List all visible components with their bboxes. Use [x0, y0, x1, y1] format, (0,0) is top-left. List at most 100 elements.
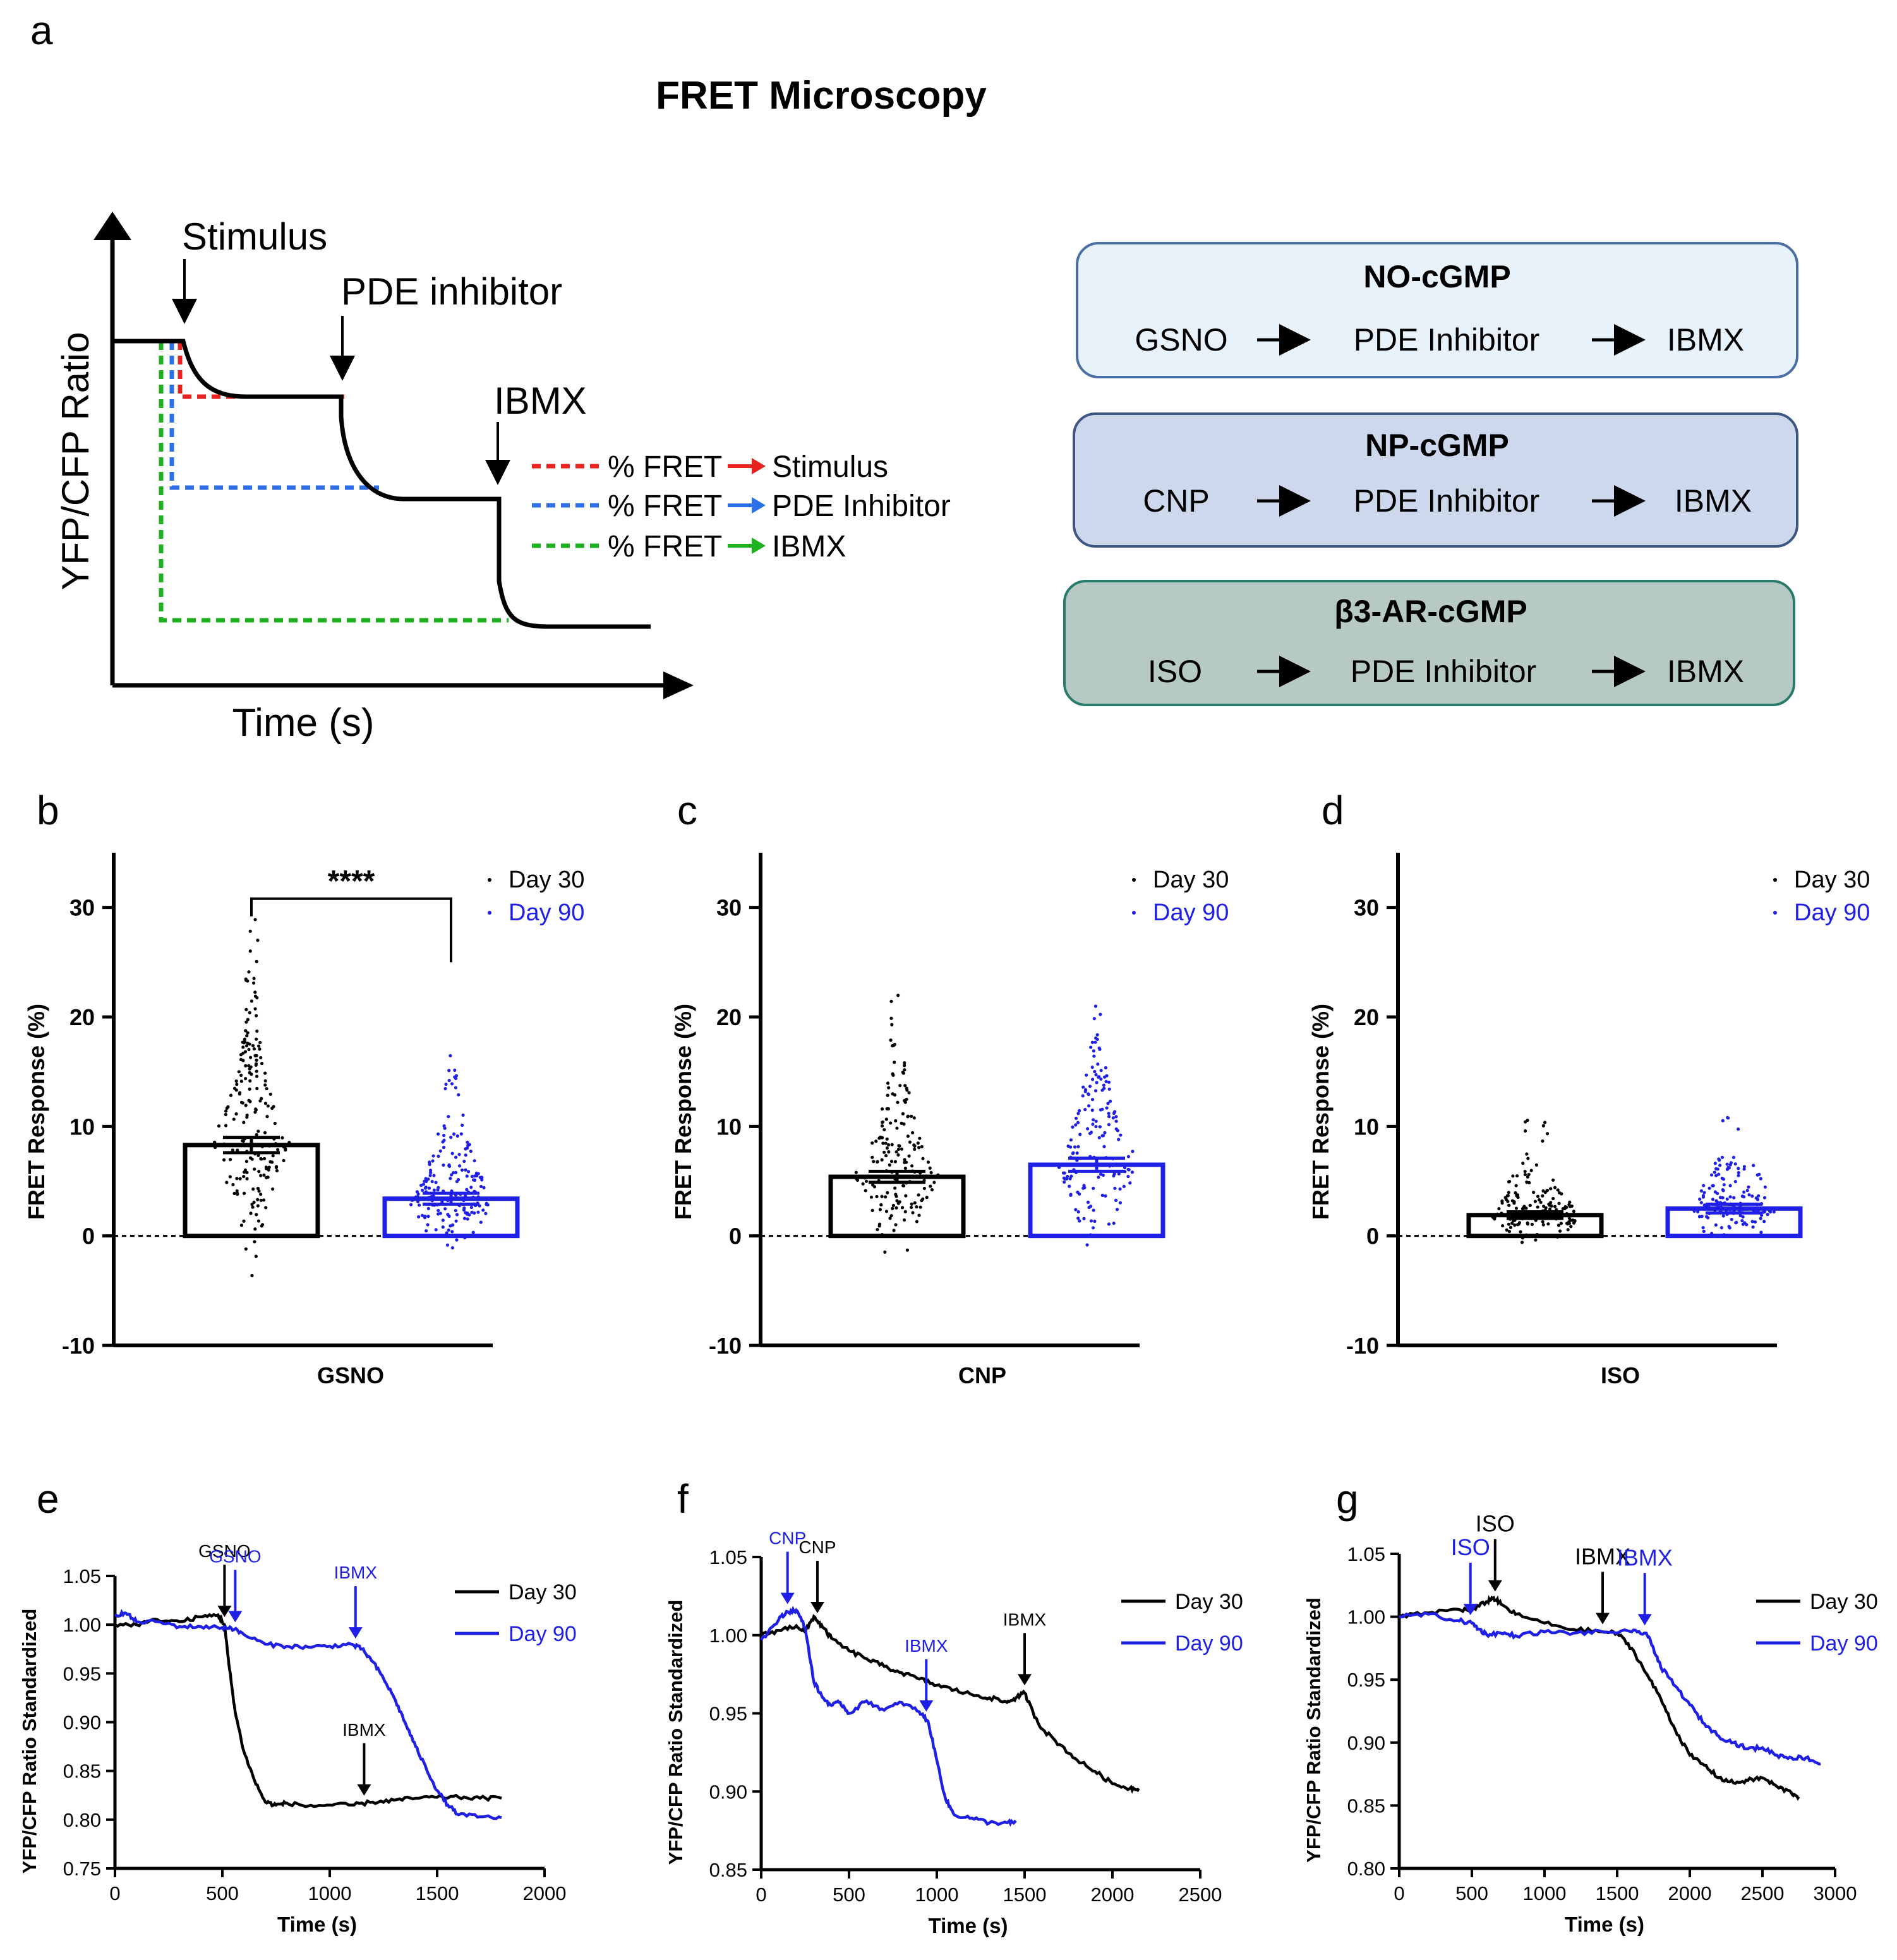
data-point	[1572, 1221, 1576, 1225]
line-chart-e: e 0.75 0.80 0.85 0.90 0.95 1.00 1.05 0 500 1000 150…	[18, 1476, 577, 1936]
data-point	[466, 1140, 469, 1144]
data-points-day-90	[406, 1054, 497, 1250]
data-point	[1543, 1121, 1547, 1124]
data-point	[1076, 1190, 1080, 1194]
data-point	[1107, 1122, 1111, 1127]
data-point	[260, 1061, 264, 1066]
data-point	[889, 1214, 893, 1218]
data-point	[880, 1194, 884, 1198]
protocol-box-beta3-cgmp: β3-AR-cGMP ISO PDE Inhibitor IBMX	[1063, 580, 1795, 706]
data-point	[259, 1174, 263, 1177]
data-point	[473, 1174, 477, 1178]
data-point	[910, 1114, 913, 1118]
data-point	[1772, 1210, 1776, 1214]
data-point	[263, 1079, 267, 1083]
data-point	[229, 1093, 233, 1097]
data-point	[909, 1174, 913, 1179]
data-point	[1556, 1188, 1560, 1192]
data-point	[1721, 1189, 1725, 1193]
data-point	[431, 1159, 435, 1163]
data-point	[920, 1145, 924, 1149]
data-point	[457, 1164, 462, 1168]
data-point	[444, 1082, 448, 1086]
data-point	[880, 1124, 884, 1128]
data-point	[443, 1126, 447, 1130]
schematic-x-label: Time (s)	[232, 701, 375, 745]
protocol-box-no-cgmp: NO-cGMP GSNO PDE Inhibitor IBMX	[1076, 242, 1798, 378]
data-point	[244, 1160, 248, 1163]
data-point	[1118, 1201, 1123, 1205]
data-point	[1515, 1194, 1519, 1198]
data-point	[1699, 1201, 1703, 1205]
data-point	[462, 1159, 466, 1163]
data-point	[1093, 1089, 1098, 1093]
data-point	[1075, 1151, 1079, 1155]
figure-title: FRET Microscopy	[656, 74, 987, 117]
data-point	[465, 1174, 469, 1178]
panel-letter: f	[677, 1476, 689, 1522]
data-point	[268, 1092, 272, 1096]
data-point	[1541, 1189, 1545, 1193]
data-point	[1717, 1172, 1721, 1176]
data-point	[1541, 1124, 1545, 1127]
data-point	[1093, 1219, 1097, 1223]
x-tick-label: 1000	[308, 1882, 352, 1904]
data-point	[255, 1058, 258, 1062]
data-point	[241, 1101, 244, 1105]
data-point	[1515, 1174, 1519, 1178]
data-point	[1090, 1065, 1094, 1069]
data-point	[1548, 1207, 1552, 1211]
data-point	[1501, 1223, 1505, 1228]
data-point	[1713, 1190, 1718, 1194]
data-point	[1126, 1155, 1131, 1158]
legend-marker	[1773, 878, 1777, 882]
data-point	[1733, 1162, 1737, 1166]
protocol-step-1: CNP	[1143, 483, 1210, 519]
data-point	[246, 1031, 250, 1035]
data-point	[1094, 1119, 1098, 1123]
data-point	[885, 1146, 889, 1150]
data-point	[890, 1143, 894, 1146]
data-point	[861, 1182, 865, 1186]
data-point	[250, 1203, 254, 1206]
data-point	[1117, 1172, 1121, 1175]
data-point	[1078, 1133, 1082, 1136]
legend-target: IBMX	[772, 530, 846, 563]
data-point	[1076, 1121, 1080, 1124]
data-point	[1753, 1220, 1757, 1224]
data-point	[450, 1151, 454, 1155]
data-point	[896, 1153, 900, 1157]
data-point	[244, 1044, 249, 1048]
data-point	[894, 1206, 898, 1210]
data-point	[284, 1148, 287, 1152]
data-point	[464, 1194, 467, 1198]
data-point	[1568, 1200, 1572, 1204]
data-point	[1083, 1088, 1088, 1091]
data-point	[251, 981, 256, 985]
legend-label: Day 90	[1794, 899, 1870, 926]
data-point	[1091, 1118, 1095, 1122]
data-point	[898, 1083, 902, 1088]
data-point	[417, 1203, 421, 1207]
data-point	[1755, 1173, 1759, 1177]
data-point	[1729, 1161, 1733, 1165]
annotation-arrowhead	[919, 1700, 934, 1712]
x-tick-label: 0	[1394, 1882, 1404, 1904]
data-point	[884, 1210, 889, 1213]
data-point	[1089, 1045, 1093, 1049]
data-point	[878, 1208, 882, 1211]
data-point	[423, 1186, 428, 1190]
data-point	[1522, 1205, 1526, 1208]
data-point	[1106, 1102, 1110, 1105]
y-tick-label: 30	[716, 895, 742, 921]
data-point	[1742, 1190, 1746, 1194]
data-point	[1113, 1186, 1117, 1190]
data-point	[1545, 1213, 1548, 1217]
data-point	[885, 1137, 889, 1141]
data-point	[1698, 1197, 1702, 1201]
data-point	[1081, 1085, 1085, 1089]
data-point	[431, 1194, 435, 1198]
data-point	[246, 1042, 250, 1045]
data-point	[903, 1210, 907, 1213]
data-point	[224, 1112, 227, 1117]
